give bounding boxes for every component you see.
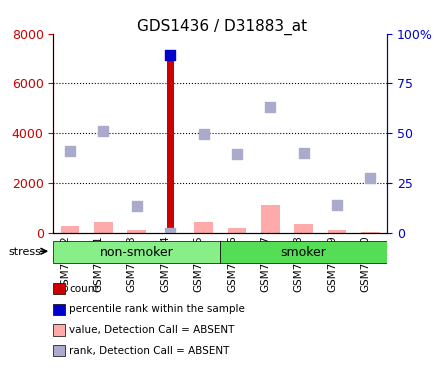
- Text: smoker: smoker: [281, 246, 327, 259]
- Text: non-smoker: non-smoker: [100, 246, 174, 259]
- Bar: [295, 224, 313, 232]
- Point: [67, 147, 74, 153]
- Point: [134, 203, 141, 209]
- Text: value, Detection Call = ABSENT: value, Detection Call = ABSENT: [69, 325, 235, 335]
- Point: [167, 52, 174, 58]
- FancyBboxPatch shape: [220, 241, 387, 263]
- Point: [167, 230, 174, 236]
- Bar: [194, 222, 213, 232]
- Text: rank, Detection Call = ABSENT: rank, Detection Call = ABSENT: [69, 346, 229, 355]
- Point: [100, 128, 107, 134]
- Bar: [94, 222, 113, 232]
- Bar: [328, 230, 346, 232]
- Text: stress: stress: [9, 247, 42, 257]
- Point: [367, 175, 374, 181]
- Point: [300, 150, 307, 156]
- Bar: [61, 225, 80, 232]
- Point: [334, 202, 341, 208]
- Bar: [167, 60, 174, 232]
- Point: [200, 131, 207, 137]
- FancyBboxPatch shape: [53, 241, 220, 263]
- Point: [234, 151, 241, 157]
- Bar: [128, 230, 146, 232]
- Bar: [228, 228, 247, 232]
- Text: percentile rank within the sample: percentile rank within the sample: [69, 304, 245, 314]
- Bar: [261, 205, 280, 232]
- Point: [267, 104, 274, 110]
- Text: count: count: [69, 284, 98, 294]
- Text: GDS1436 / D31883_at: GDS1436 / D31883_at: [138, 19, 307, 35]
